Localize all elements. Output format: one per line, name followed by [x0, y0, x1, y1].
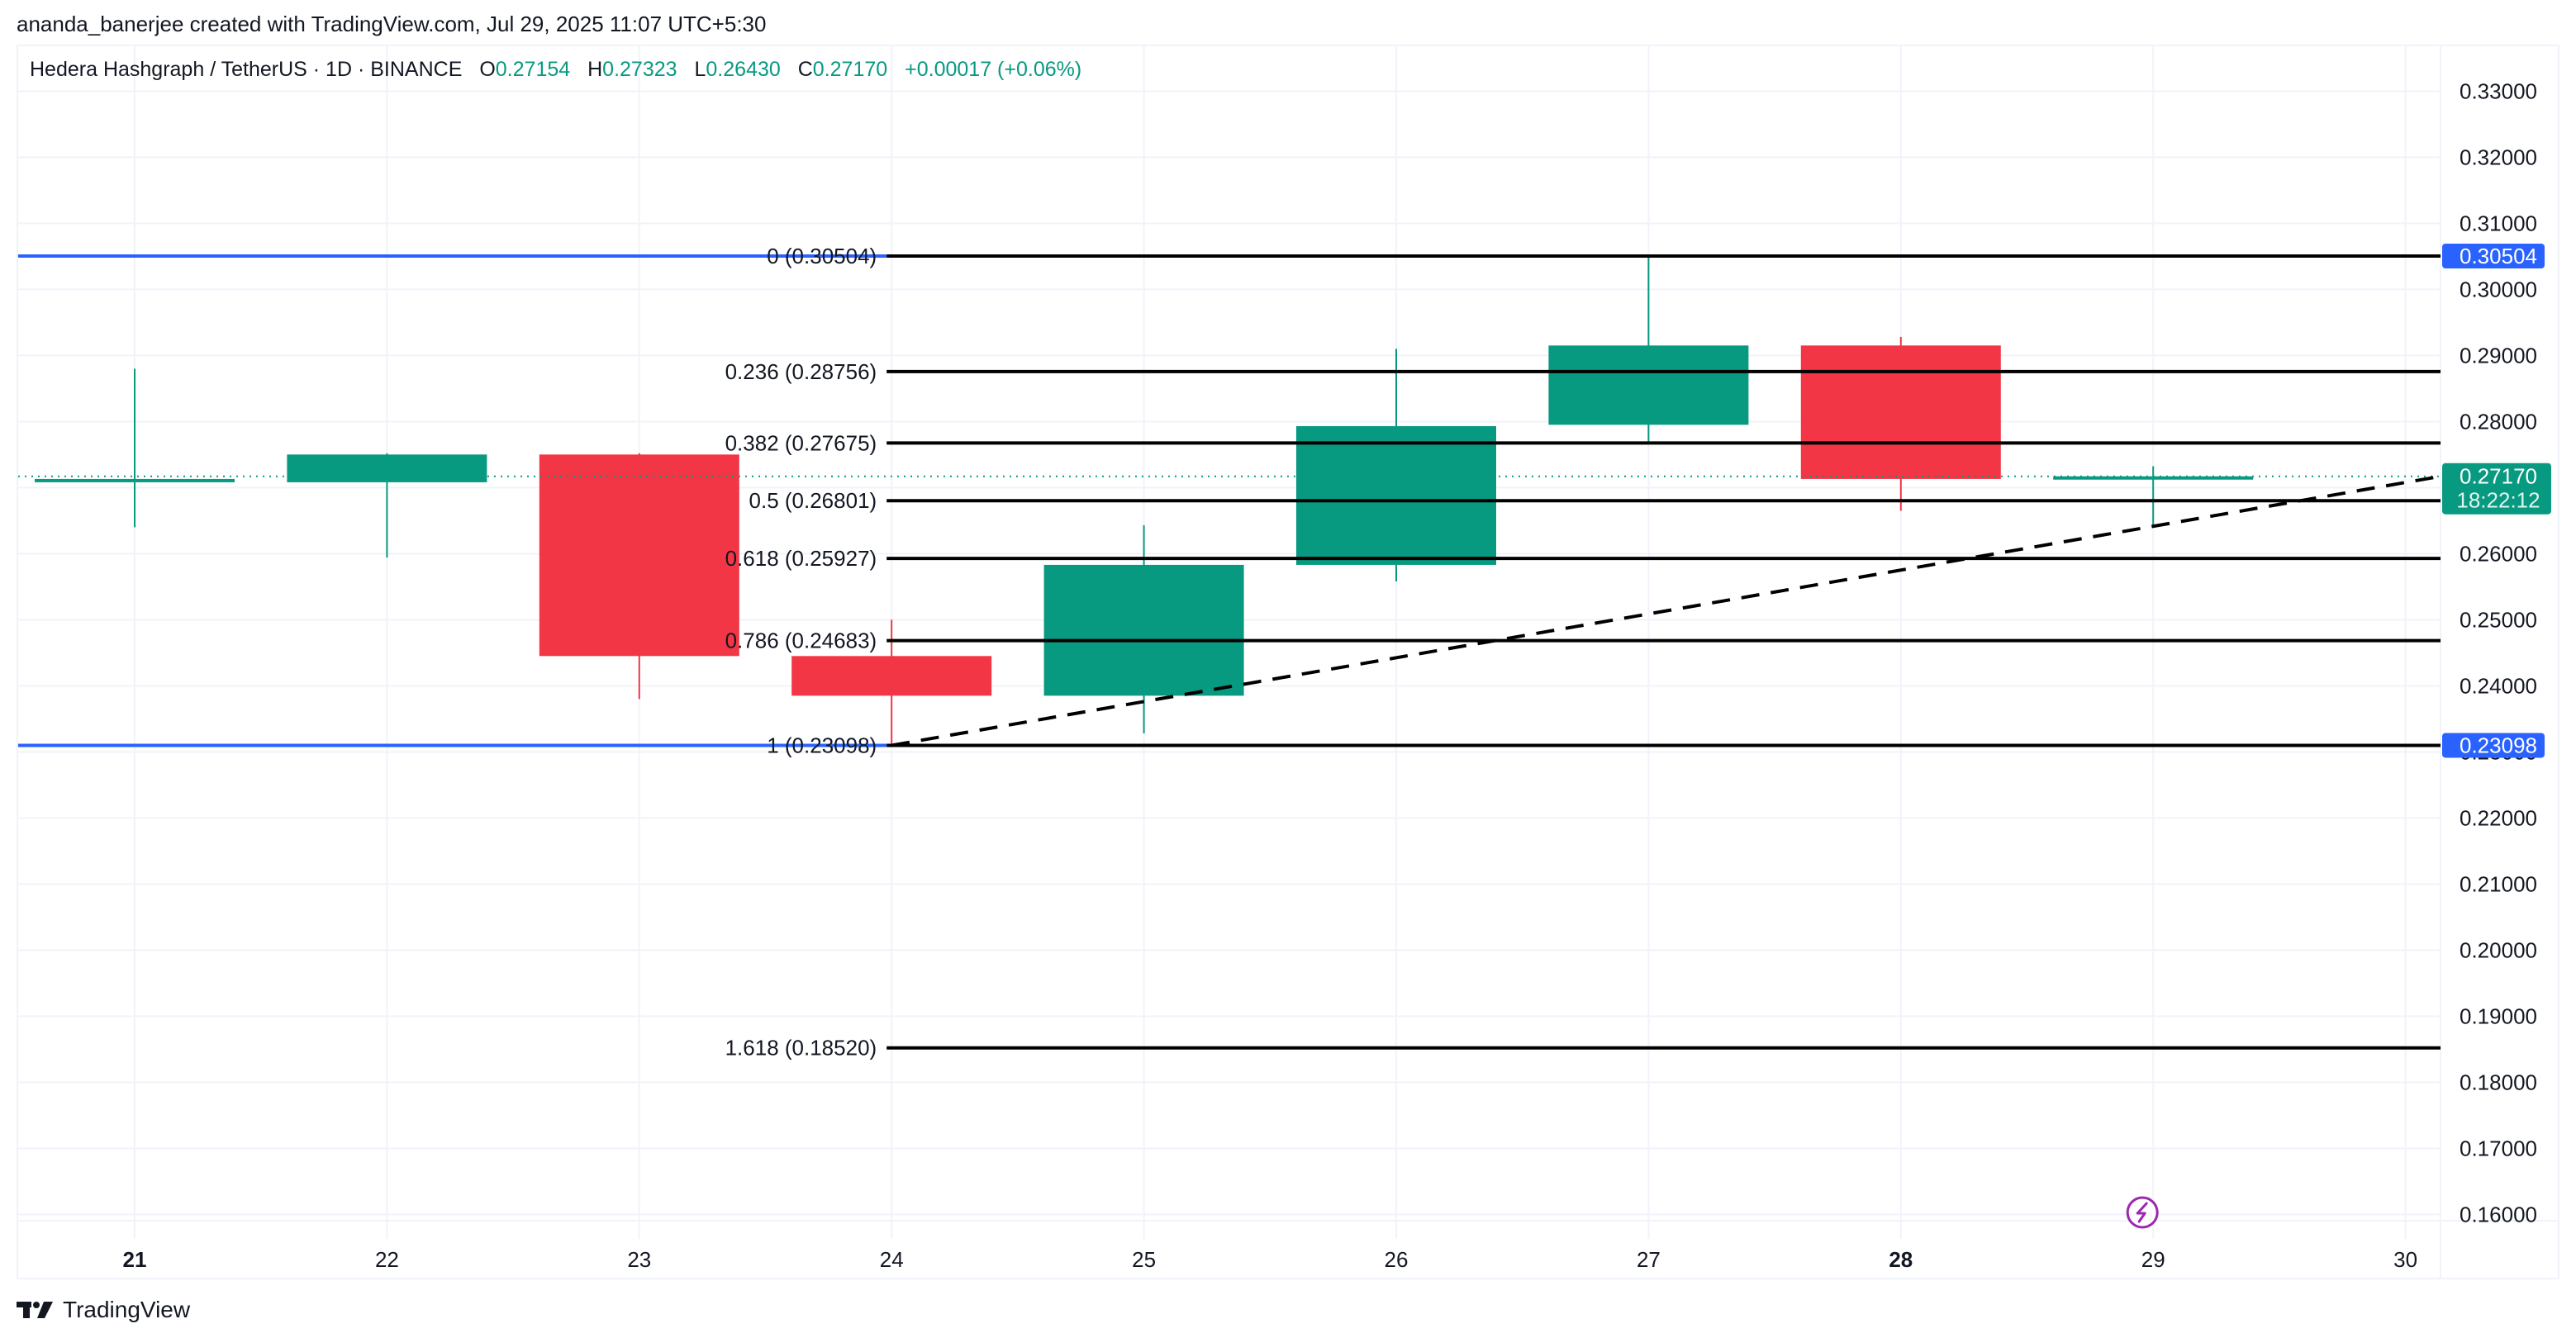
candle-21[interactable]	[35, 368, 235, 528]
last-price-badge-bg	[2442, 463, 2551, 515]
fib-label: 1 (0.23098)	[767, 733, 877, 757]
candle-body	[287, 454, 487, 482]
time-tick-label: 23	[627, 1247, 651, 1272]
price-badge-bg	[2442, 244, 2545, 268]
price-badge: 0.30504	[2442, 244, 2545, 268]
low-value: L0.26430	[694, 58, 781, 81]
candle-23[interactable]	[539, 453, 739, 700]
candle-28[interactable]	[1800, 336, 2001, 511]
symbol-title[interactable]: Hedera Hashgraph / TetherUS · 1D · BINAN…	[30, 58, 463, 81]
price-tick-label: 0.21000	[2460, 871, 2537, 896]
candle-25[interactable]	[1043, 524, 1244, 733]
tradingview-logo-icon	[17, 1302, 53, 1318]
tradingview-logo[interactable]: TradingView	[17, 1297, 190, 1323]
change-value: +0.00017 (+0.06%)	[905, 58, 1082, 81]
time-tick-label: 25	[1132, 1247, 1156, 1272]
candle-body	[1548, 345, 1749, 425]
time-tick-label: 21	[123, 1247, 147, 1272]
price-tick-label: 0.24000	[2460, 673, 2537, 698]
time-tick-label: 22	[375, 1247, 399, 1272]
chart-credit: ananda_banerjee created with TradingView…	[17, 12, 767, 36]
event-marker[interactable]	[2126, 1196, 2159, 1229]
candle-body	[35, 478, 235, 482]
time-tick-label: 26	[1385, 1247, 1409, 1272]
fib-anchor-lines	[18, 254, 887, 747]
price-tick-label: 0.33000	[2460, 78, 2537, 103]
fib-label: 1.618 (0.18520)	[725, 1036, 877, 1060]
fib-label: 0.786 (0.24683)	[725, 629, 877, 653]
candle-body	[1800, 345, 2001, 479]
price-tick-label: 0.29000	[2460, 343, 2537, 368]
fib-label: 0.236 (0.28756)	[725, 359, 877, 384]
candle-body	[1296, 425, 1496, 565]
fib-label: 0.382 (0.27675)	[725, 430, 877, 455]
price-tick-label: 0.28000	[2460, 409, 2537, 434]
time-tick-label: 29	[2141, 1247, 2165, 1272]
candle-26[interactable]	[1296, 349, 1496, 581]
time-tick-label: 24	[880, 1247, 904, 1272]
time-tick-label: 30	[2393, 1247, 2417, 1272]
price-tick-label: 0.31000	[2460, 211, 2537, 235]
lightning-icon-bolt	[2136, 1202, 2148, 1223]
time-tick-label: 28	[1889, 1247, 1913, 1272]
price-tick-label: 0.18000	[2460, 1070, 2537, 1094]
close-value: C0.27170	[797, 58, 888, 81]
time-axis[interactable]: 21 22 23 24 25 26 27 28 29 30	[123, 1247, 2418, 1272]
tradingview-logo-text: TradingView	[63, 1297, 191, 1322]
price-tick-label: 0.20000	[2460, 937, 2537, 962]
candlesticks	[35, 256, 2254, 746]
fib-label: 0 (0.30504)	[767, 244, 877, 268]
price-tick-label: 0.26000	[2460, 541, 2537, 566]
price-tick-label: 0.32000	[2460, 145, 2537, 169]
symbol-legend: Hedera Hashgraph / TetherUS · 1D · BINAN…	[30, 58, 1081, 82]
candle-body	[2053, 476, 2254, 480]
candle-27[interactable]	[1548, 256, 1749, 443]
fib-retracement[interactable]: 0 (0.30504) 0.236 (0.28756) 0.382 (0.27675…	[725, 244, 2441, 1060]
fib-label: 0.5 (0.26801)	[749, 488, 877, 513]
price-badge-label: 0.30504	[2460, 244, 2537, 268]
candle-body	[539, 454, 739, 657]
candle-body	[1043, 564, 1244, 696]
fib-label: 0.618 (0.25927)	[725, 546, 877, 571]
price-tick-label: 0.25000	[2460, 607, 2537, 632]
time-tick-label: 27	[1637, 1247, 1661, 1272]
chart-frame	[17, 45, 2559, 1279]
countdown-timer: 18:22:12	[2456, 488, 2540, 513]
price-tick-label: 0.22000	[2460, 805, 2537, 830]
candle-22[interactable]	[287, 453, 487, 558]
price-badge-bg	[2442, 733, 2545, 758]
open-value: O0.27154	[479, 58, 571, 81]
dashed-trend-line[interactable]	[891, 472, 2455, 747]
price-badge: 0.23098	[2442, 733, 2545, 758]
price-tick-label: 0.16000	[2460, 1202, 2537, 1226]
high-value: H0.27323	[587, 58, 677, 81]
price-axis[interactable]: 0.33000 0.32000 0.31000 0.30000 0.29000 0.280…	[2460, 78, 2537, 1226]
price-tick-label: 0.19000	[2460, 1004, 2537, 1028]
last-price-value: 0.27170	[2460, 464, 2537, 489]
trend-line[interactable]	[891, 472, 2455, 747]
price-tick-label: 0.17000	[2460, 1136, 2537, 1160]
price-badge-label: 0.23098	[2460, 733, 2537, 757]
grid-lines	[18, 46, 2558, 1279]
candle-24[interactable]	[791, 619, 992, 746]
candle-29[interactable]	[2053, 466, 2254, 525]
candle-body	[791, 656, 992, 696]
price-tick-label: 0.30000	[2460, 277, 2537, 301]
lightning-icon[interactable]	[2126, 1196, 2159, 1229]
